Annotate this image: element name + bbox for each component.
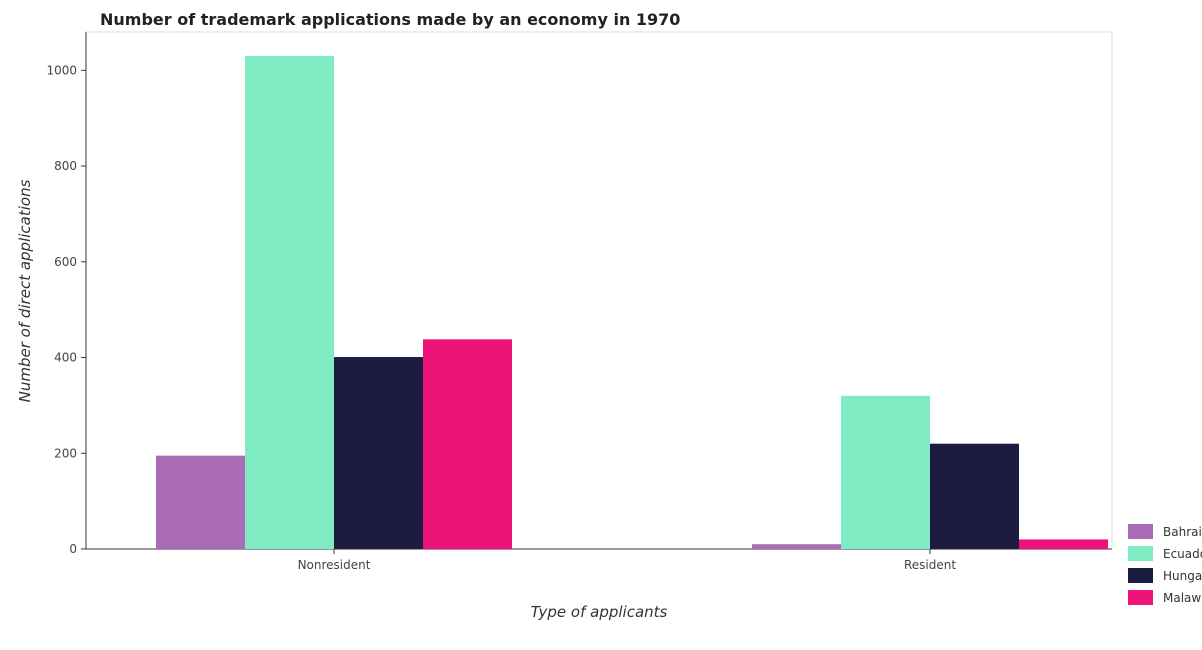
bar-bahrain-resident: [752, 544, 841, 549]
x-tick-label: Resident: [904, 558, 956, 572]
bar-malawi-nonresident: [423, 339, 512, 549]
bar-hungary-resident: [930, 443, 1019, 549]
y-tick-label: 0: [69, 542, 77, 556]
legend-swatch-malawi: [1128, 590, 1153, 605]
legend-swatch-hungary: [1128, 568, 1153, 583]
legend-label-bahrain: Bahrain: [1163, 525, 1202, 539]
legend-swatch-ecuador: [1128, 546, 1153, 561]
bar-hungary-nonresident: [334, 357, 423, 549]
bar-ecuador-nonresident: [245, 55, 334, 550]
legend-label-ecuador: Ecuador: [1163, 547, 1202, 561]
bar-bahrain-nonresident: [156, 455, 245, 549]
legend-swatch-bahrain: [1128, 524, 1153, 539]
y-tick-label: 1000: [46, 63, 77, 77]
y-tick-label: 600: [54, 255, 77, 269]
y-tick-label: 400: [54, 351, 77, 365]
legend-label-malawi: Malawi: [1163, 591, 1202, 605]
plot-area: 0 200 400 600 800 1000 Nonresident Resident: [46, 31, 1113, 572]
legend: Bahrain Ecuador Hungary Malawi: [1128, 524, 1202, 605]
x-ticks: Nonresident Resident: [298, 549, 956, 572]
y-tick-label: 800: [54, 159, 77, 173]
x-tick-label: Nonresident: [298, 558, 371, 572]
legend-label-hungary: Hungary: [1163, 569, 1202, 583]
chart-title: Number of trademark applications made by…: [100, 10, 680, 29]
y-axis-label: Number of direct applications: [16, 179, 34, 402]
bar-ecuador-resident: [841, 395, 930, 549]
x-axis-label: Type of applicants: [531, 603, 668, 621]
y-ticks: 0 200 400 600 800 1000: [46, 63, 86, 556]
bar-malawi-resident: [1019, 539, 1108, 549]
bars: [156, 55, 1108, 550]
y-tick-label: 200: [54, 446, 77, 460]
